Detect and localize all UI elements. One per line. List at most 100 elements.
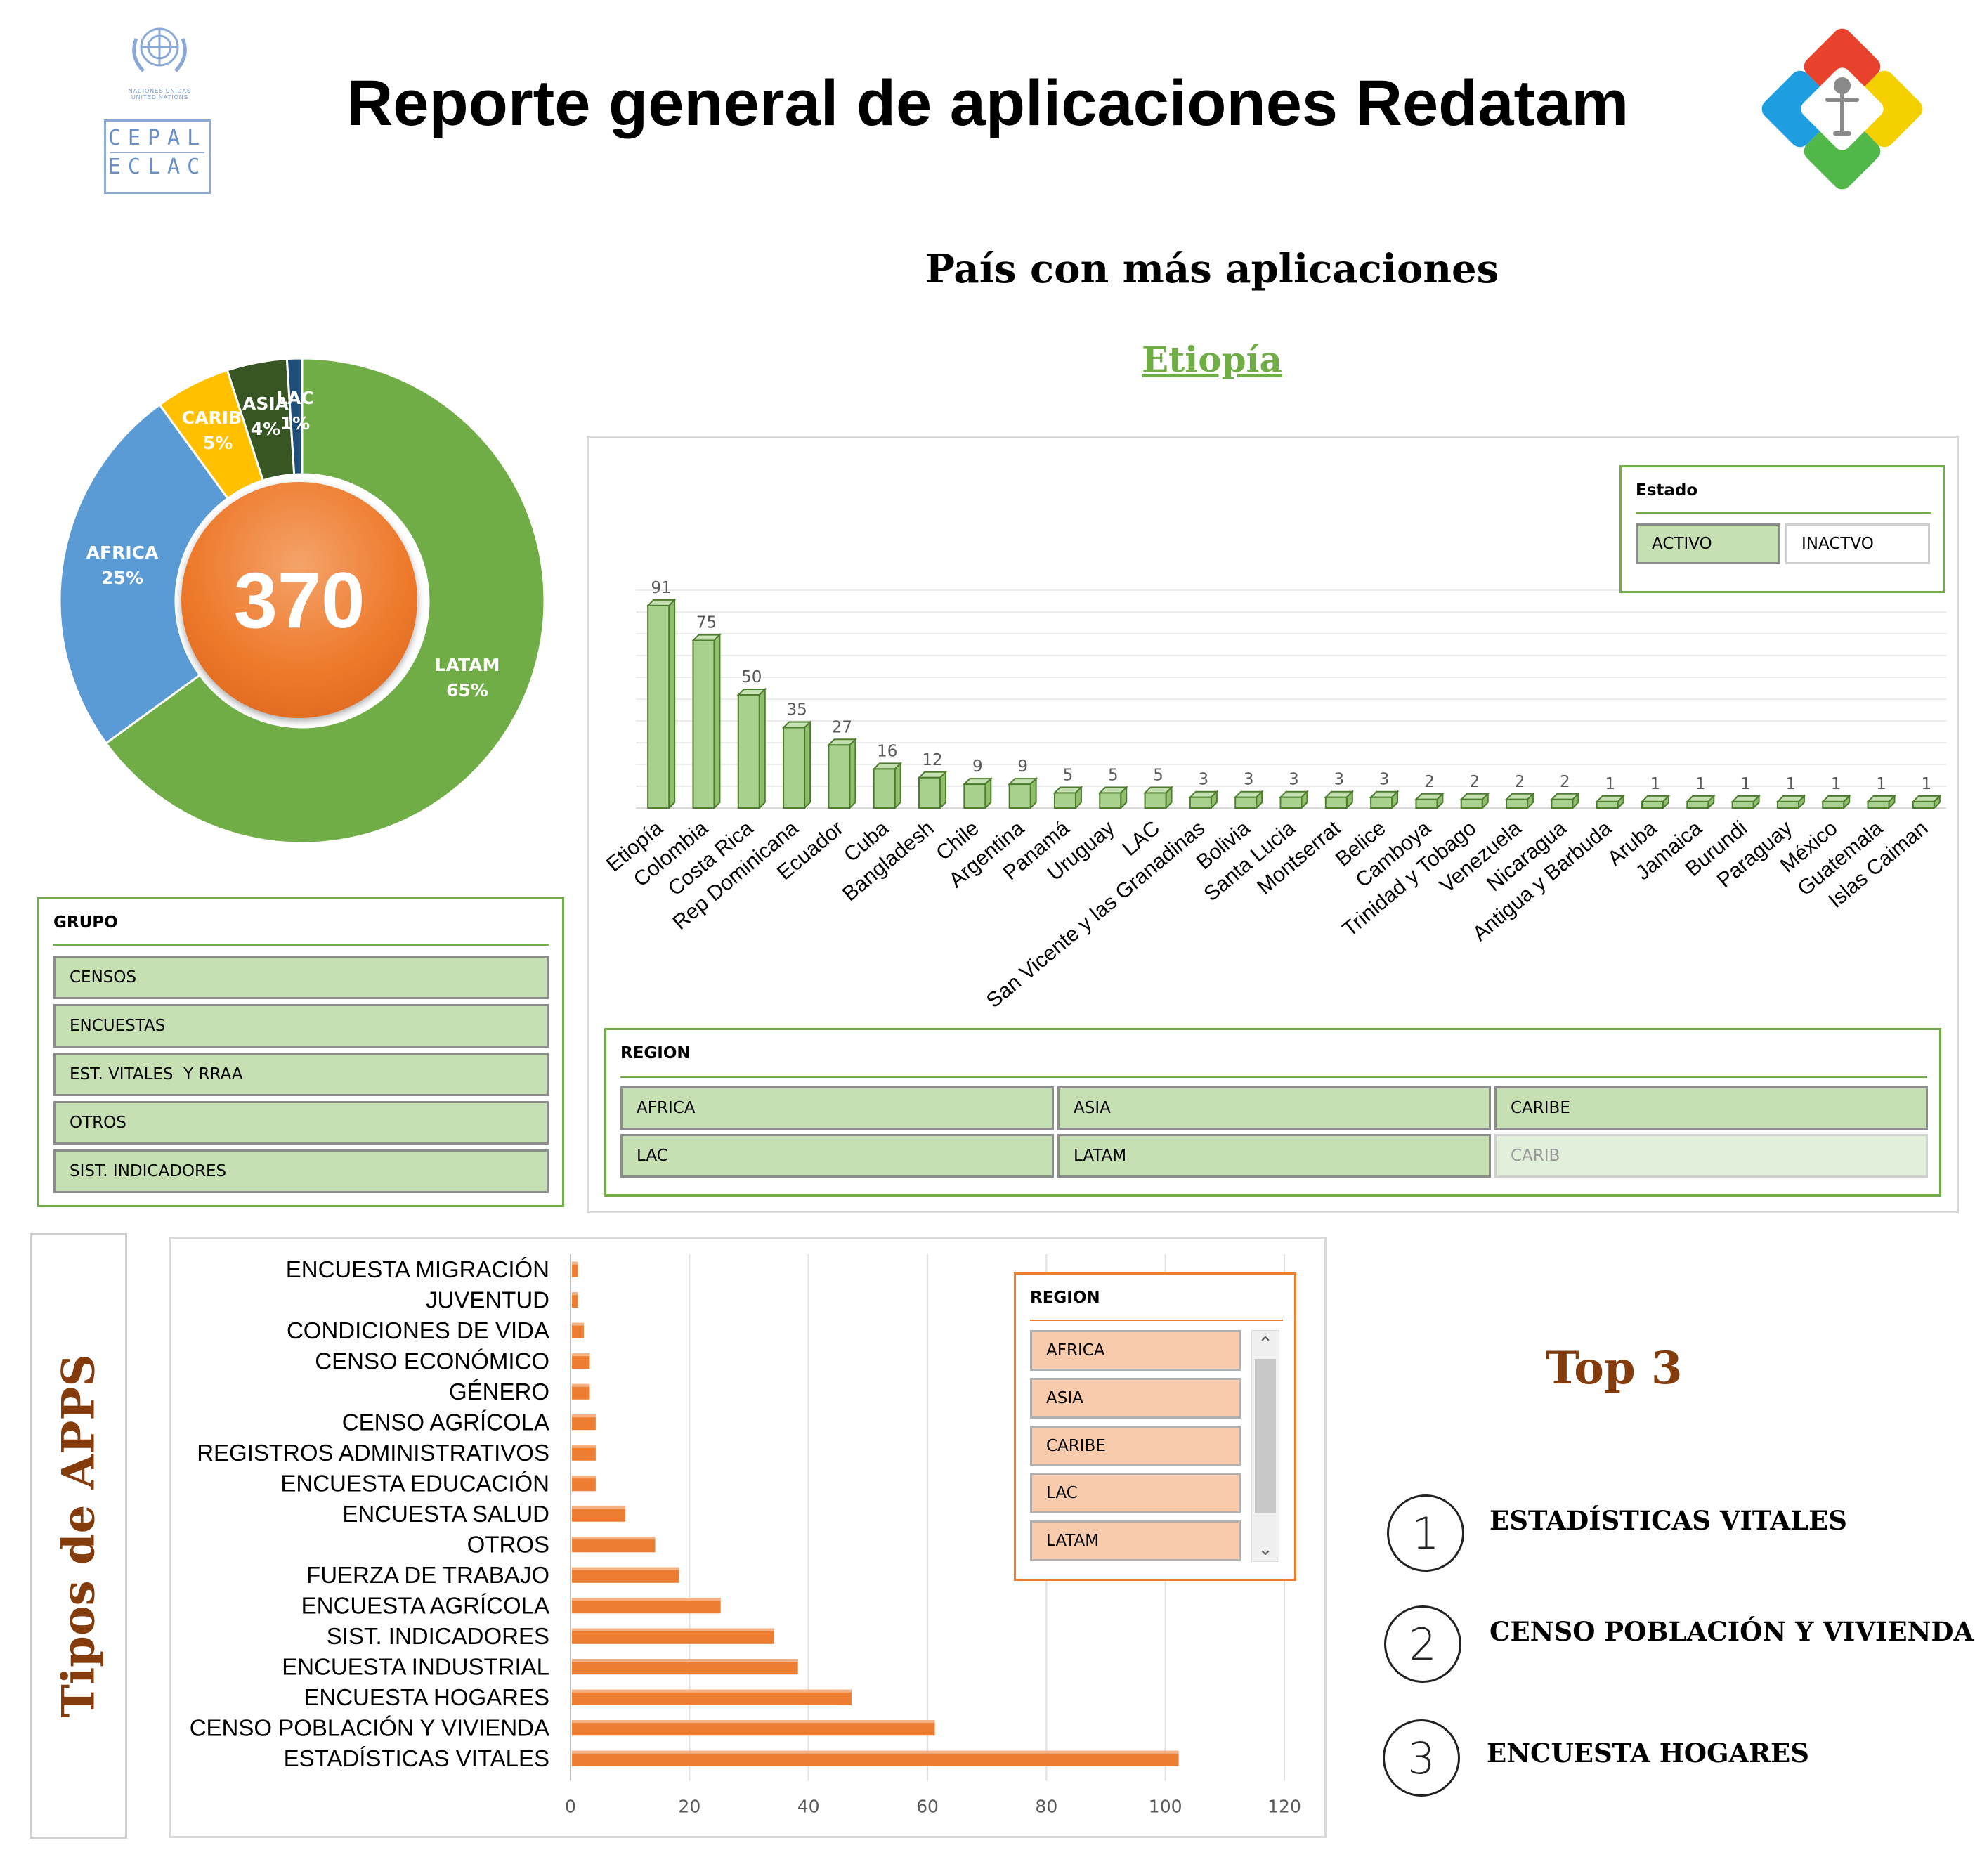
- region-option-caribe[interactable]: CARIBE: [1494, 1086, 1928, 1130]
- country-bar-value: 2: [1424, 773, 1435, 791]
- tipos-category-label: ENCUESTA SALUD: [342, 1501, 549, 1527]
- grupo-option-encuestas[interactable]: ENCUESTAS: [53, 1004, 549, 1048]
- grupo-option-otros[interactable]: OTROS: [53, 1101, 549, 1145]
- tipos-x-tick: 100: [1149, 1797, 1182, 1817]
- scroll-up-icon[interactable]: ⌃: [1258, 1333, 1273, 1354]
- region2-option-asia[interactable]: ASIA: [1030, 1378, 1241, 1419]
- grupo-option-est-vitales[interactable]: EST. VITALES Y RRAA: [53, 1053, 549, 1096]
- country-bar: [1189, 796, 1212, 809]
- tipos-bar: [572, 1720, 935, 1736]
- country-bar: [1144, 792, 1167, 809]
- region2-option-africa[interactable]: AFRICA: [1030, 1330, 1241, 1371]
- grupo-slicer: GRUPO CENSOS ENCUESTAS EST. VITALES Y RR…: [37, 897, 564, 1207]
- country-bar: [1460, 798, 1483, 809]
- tipos-bar-highlight: [572, 1537, 656, 1540]
- tipos-category-label: ESTADÍSTICAS VITALES: [284, 1745, 549, 1771]
- donut-label-africa: AFRICA: [86, 542, 159, 563]
- tipos-bar: [572, 1445, 596, 1461]
- region2-option-lac[interactable]: LAC: [1030, 1473, 1241, 1513]
- country-bar-value: 1: [1922, 775, 1932, 793]
- country-bar-value: 50: [741, 668, 762, 686]
- scroll-down-icon[interactable]: ⌄: [1258, 1538, 1273, 1559]
- country-bar: [1822, 800, 1845, 809]
- tipos-bar-highlight: [572, 1720, 935, 1724]
- tipos-bar: [572, 1659, 798, 1675]
- country-bar: [647, 604, 670, 809]
- tipos-x-tick: 60: [916, 1797, 939, 1817]
- country-bar: [1370, 796, 1393, 809]
- country-bar-value: 16: [877, 742, 897, 760]
- country-bar-value: 2: [1469, 773, 1480, 791]
- region2-scrollbar[interactable]: ⌃ ⌄: [1251, 1330, 1279, 1562]
- country-bar: [1506, 798, 1529, 809]
- tipos-x-tick: 40: [797, 1797, 820, 1817]
- country-bar-value: 2: [1515, 773, 1525, 791]
- tipos-x-tick: 0: [565, 1797, 576, 1817]
- grupo-option-censos[interactable]: CENSOS: [53, 956, 549, 999]
- country-bar-side: [984, 776, 992, 810]
- donut-pct-asia: 4%: [251, 419, 280, 439]
- top3-heading: Top 3: [1546, 1342, 1683, 1395]
- un-emblem-icon: [132, 27, 187, 72]
- rank-1-circle: 1: [1387, 1494, 1464, 1572]
- region-option-africa[interactable]: AFRICA: [620, 1086, 1054, 1130]
- country-bar-value: 9: [1017, 757, 1028, 776]
- tipos-category-label: CENSO POBLACIÓN Y VIVIENDA: [190, 1714, 549, 1740]
- donut-pct-lac: 1%: [280, 413, 310, 434]
- country-bar-value: 2: [1560, 773, 1570, 791]
- grupo-option-sist-indicadores[interactable]: SIST. INDICADORES: [53, 1149, 549, 1193]
- country-bar-value: 3: [1379, 771, 1390, 789]
- country-bar: [1099, 792, 1122, 809]
- tipos-bar-highlight: [572, 1567, 679, 1570]
- country-bar-value: 1: [1831, 775, 1842, 793]
- tipos-bar-highlight: [572, 1598, 721, 1601]
- donut-label-latam: LATAM: [435, 655, 500, 675]
- tipos-category-label: ENCUESTA AGRÍCOLA: [301, 1592, 549, 1618]
- rank-3-label: ENCUESTA HOGARES: [1487, 1738, 1809, 1768]
- region-slicer-2-title: REGION: [1030, 1289, 1100, 1307]
- estado-option-inactvo[interactable]: INACTVO: [1785, 523, 1930, 564]
- tipos-bar-highlight: [572, 1750, 1179, 1754]
- region2-option-latam[interactable]: LATAM: [1030, 1520, 1241, 1561]
- tipos-category-label: ENCUESTA HOGARES: [304, 1684, 549, 1710]
- tipos-category-label: CENSO AGRÍCOLA: [342, 1409, 549, 1435]
- country-bar: [1053, 792, 1076, 809]
- country-bar-side: [758, 687, 766, 810]
- donut-label-lac: LAC: [276, 388, 314, 408]
- donut-slice-lac: [285, 357, 304, 476]
- rank-2-circle: 2: [1384, 1605, 1461, 1683]
- country-bar: [783, 727, 806, 809]
- country-bar: [1731, 800, 1754, 809]
- rank-1-label: ESTADÍSTICAS VITALES: [1490, 1505, 1848, 1536]
- tipos-bar: [572, 1292, 578, 1308]
- tipos-bar: [572, 1353, 590, 1369]
- country-bar-value: 5: [1063, 767, 1074, 785]
- tipos-category-label: SIST. INDICADORES: [327, 1623, 549, 1649]
- donut-total-badge: 370: [181, 482, 417, 718]
- tipos-category-label: ENCUESTA INDUSTRIAL: [282, 1653, 549, 1679]
- tipos-category-label: CONDICIONES DE VIDA: [287, 1317, 549, 1343]
- country-bar-value: 5: [1153, 767, 1164, 785]
- country-bar-value: 1: [1786, 775, 1797, 793]
- estado-slicer: Estado ACTIVO INACTVO: [1619, 465, 1945, 593]
- region-option-lac[interactable]: LAC: [620, 1134, 1054, 1178]
- grupo-slicer-title: GRUPO: [53, 913, 118, 932]
- tipos-bar-highlight: [572, 1383, 590, 1387]
- region-option-asia[interactable]: ASIA: [1057, 1086, 1491, 1130]
- donut-pct-africa: 25%: [101, 568, 143, 588]
- scroll-thumb[interactable]: [1255, 1359, 1276, 1513]
- un-logo: NACIONES UNIDAS UNITED NATIONS: [119, 18, 200, 102]
- country-bar-value: 27: [832, 718, 852, 736]
- region2-option-caribe[interactable]: CARIBE: [1030, 1426, 1241, 1466]
- tipos-bar-highlight: [572, 1689, 852, 1693]
- region-option-latam[interactable]: LATAM: [1057, 1134, 1491, 1178]
- tipos-bar-highlight: [572, 1353, 590, 1357]
- tipos-bar: [572, 1383, 590, 1400]
- region-option-carib[interactable]: CARIB: [1494, 1134, 1928, 1178]
- estado-option-activo[interactable]: ACTIVO: [1636, 523, 1780, 564]
- country-bar: [737, 694, 760, 809]
- country-bar: [873, 768, 896, 809]
- tipos-category-label: REGISTROS ADMINISTRATIVOS: [197, 1440, 549, 1466]
- tipos-bar-highlight: [572, 1506, 626, 1509]
